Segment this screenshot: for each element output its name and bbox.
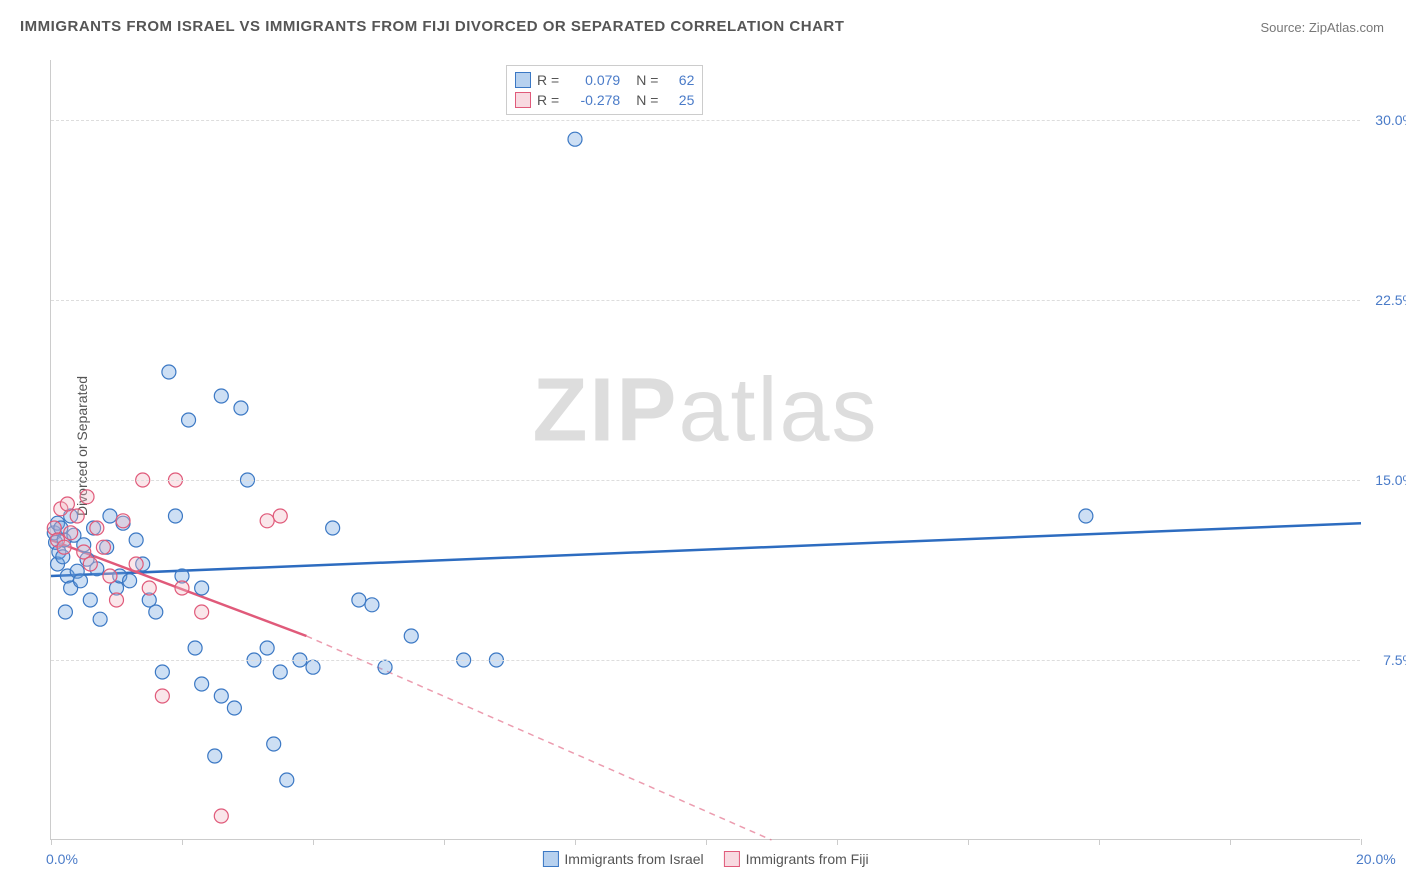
legend-series: Immigrants from Israel Immigrants from F… xyxy=(542,851,868,867)
data-point xyxy=(195,677,209,691)
gridline-h xyxy=(51,120,1360,121)
data-point xyxy=(1079,509,1093,523)
data-point xyxy=(116,514,130,528)
data-point xyxy=(208,749,222,763)
x-tick xyxy=(837,839,838,845)
data-point xyxy=(195,605,209,619)
data-point xyxy=(83,593,97,607)
x-tick xyxy=(1099,839,1100,845)
data-point xyxy=(214,389,228,403)
data-point xyxy=(70,509,84,523)
x-tick-label: 20.0% xyxy=(1356,851,1396,867)
x-tick xyxy=(706,839,707,845)
plot-svg xyxy=(51,60,1360,839)
data-point xyxy=(273,665,287,679)
y-tick-label: 30.0% xyxy=(1365,112,1406,128)
data-point xyxy=(142,581,156,595)
data-point xyxy=(57,540,71,554)
data-point xyxy=(73,574,87,588)
x-tick xyxy=(51,839,52,845)
data-point xyxy=(195,581,209,595)
data-point xyxy=(352,593,366,607)
data-point xyxy=(404,629,418,643)
data-point xyxy=(273,509,287,523)
data-point xyxy=(83,557,97,571)
x-tick xyxy=(444,839,445,845)
data-point xyxy=(149,605,163,619)
gridline-h xyxy=(51,300,1360,301)
data-point xyxy=(214,689,228,703)
y-tick-label: 7.5% xyxy=(1365,652,1406,668)
data-point xyxy=(227,701,241,715)
data-point xyxy=(378,660,392,674)
x-tick xyxy=(1361,839,1362,845)
data-point xyxy=(103,509,117,523)
x-tick xyxy=(313,839,314,845)
data-point xyxy=(155,665,169,679)
swatch-fiji-bottom xyxy=(724,851,740,867)
data-point xyxy=(90,521,104,535)
y-tick-label: 22.5% xyxy=(1365,292,1406,308)
data-point xyxy=(129,557,143,571)
data-point xyxy=(93,612,107,626)
data-point xyxy=(306,660,320,674)
data-point xyxy=(260,641,274,655)
data-point xyxy=(162,365,176,379)
data-point xyxy=(280,773,294,787)
source-attribution: Source: ZipAtlas.com xyxy=(1260,20,1384,35)
data-point xyxy=(58,605,72,619)
x-tick-label: 0.0% xyxy=(46,851,78,867)
data-point xyxy=(155,689,169,703)
data-point xyxy=(129,533,143,547)
x-tick xyxy=(1230,839,1231,845)
data-point xyxy=(80,490,94,504)
legend-item-fiji: Immigrants from Fiji xyxy=(724,851,869,867)
chart-title: IMMIGRANTS FROM ISRAEL VS IMMIGRANTS FRO… xyxy=(20,18,844,35)
data-point xyxy=(96,540,110,554)
data-point xyxy=(182,413,196,427)
legend-label-israel: Immigrants from Israel xyxy=(564,851,703,867)
data-point xyxy=(60,497,74,511)
legend-item-israel: Immigrants from Israel xyxy=(542,851,703,867)
data-point xyxy=(234,401,248,415)
gridline-h xyxy=(51,660,1360,661)
data-point xyxy=(103,569,117,583)
data-point xyxy=(260,514,274,528)
regression-line-ext xyxy=(306,636,771,840)
data-point xyxy=(123,574,137,588)
data-point xyxy=(64,526,78,540)
legend-label-fiji: Immigrants from Fiji xyxy=(746,851,869,867)
data-point xyxy=(175,581,189,595)
data-point xyxy=(365,598,379,612)
data-point xyxy=(267,737,281,751)
data-point xyxy=(168,509,182,523)
data-point xyxy=(214,809,228,823)
plot-area: ZIPatlas R = 0.079 N = 62 R = -0.278 N =… xyxy=(50,60,1360,840)
swatch-israel-bottom xyxy=(542,851,558,867)
x-tick xyxy=(182,839,183,845)
data-point xyxy=(326,521,340,535)
regression-line xyxy=(51,523,1361,576)
gridline-h xyxy=(51,480,1360,481)
y-tick-label: 15.0% xyxy=(1365,472,1406,488)
data-point xyxy=(568,132,582,146)
x-tick xyxy=(575,839,576,845)
x-tick xyxy=(968,839,969,845)
data-point xyxy=(110,593,124,607)
data-point xyxy=(188,641,202,655)
